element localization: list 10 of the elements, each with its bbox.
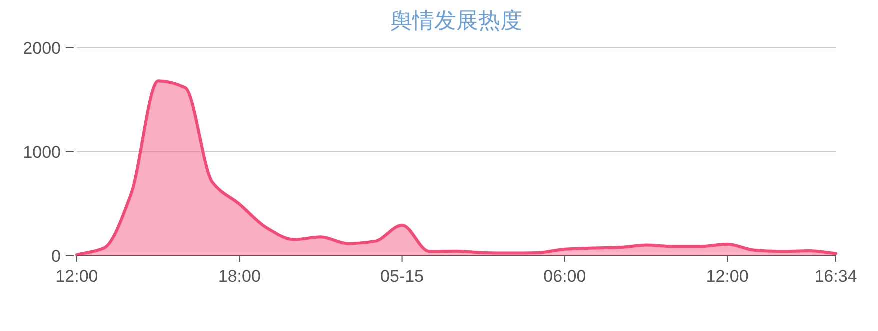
x-tick-label: 05-15 — [380, 267, 424, 286]
x-tick-label: 12:00 — [56, 267, 98, 286]
y-tick-label: 2000 — [23, 39, 61, 58]
y-tick-label: 0 — [52, 247, 61, 266]
x-tick-label: 12:00 — [706, 267, 749, 286]
y-tick-label: 1000 — [23, 143, 61, 162]
x-tick-label: 18:00 — [218, 267, 261, 286]
x-tick-label: 16:34 — [814, 267, 858, 286]
chart-title: 舆情发展热度 — [390, 8, 522, 33]
x-tick-label: 06:00 — [544, 267, 586, 286]
